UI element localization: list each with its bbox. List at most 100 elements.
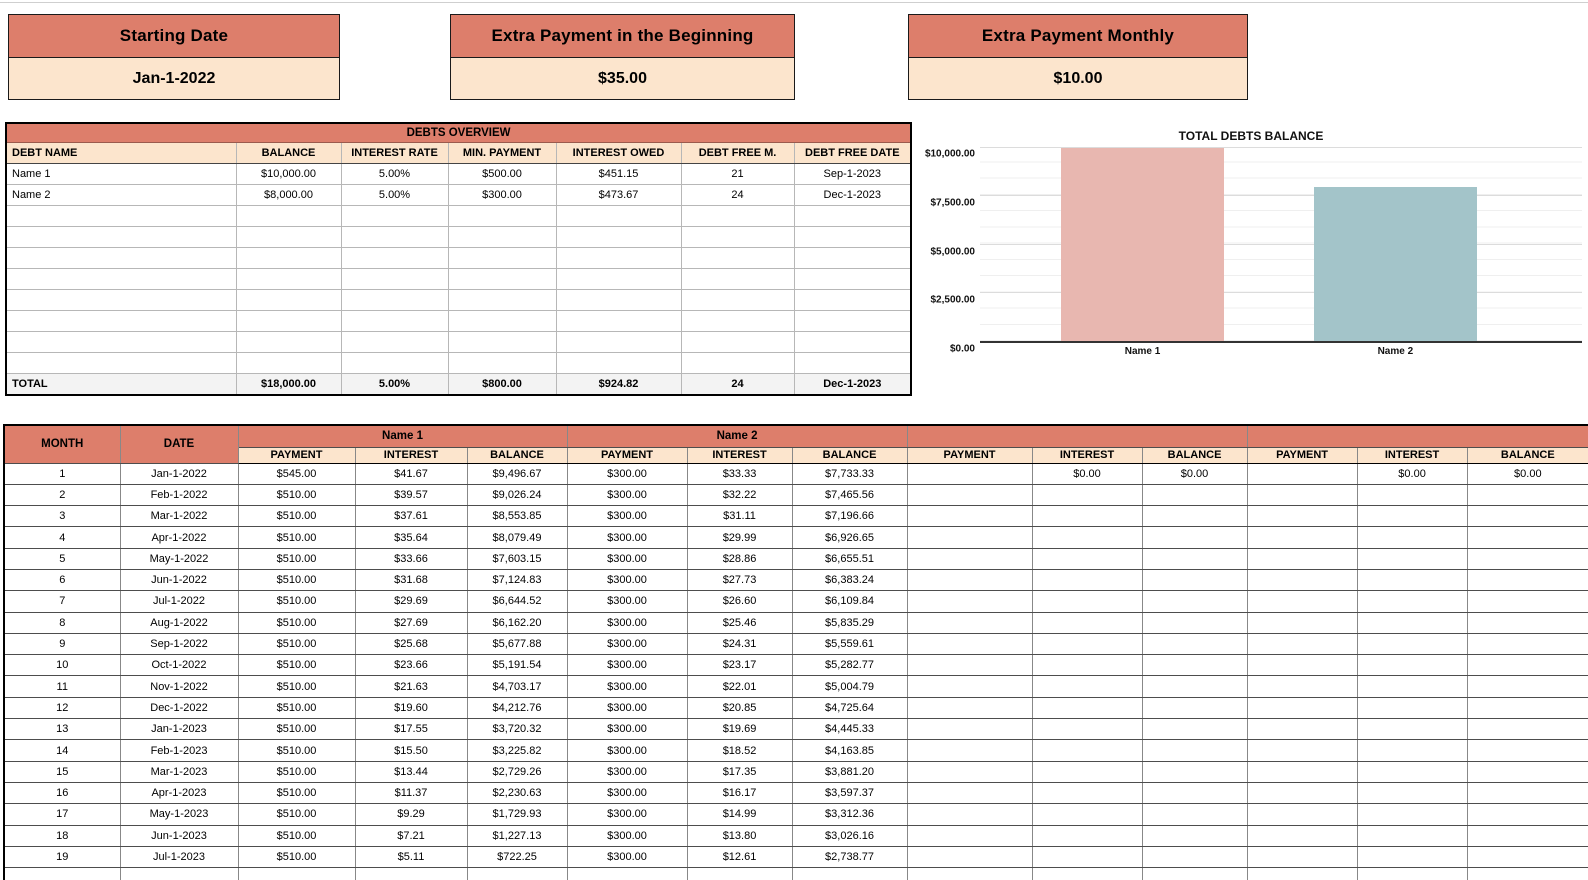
cell-payment-2[interactable]: $300.00 [566, 590, 688, 613]
cell-balance-1[interactable]: $5,191.54 [466, 654, 568, 677]
cell-interest-2[interactable]: $13.80 [686, 824, 793, 847]
cell-payment-4[interactable] [1246, 568, 1358, 592]
cell-date[interactable]: Apr-1-2023 [119, 781, 239, 805]
cell-payment-4[interactable] [1246, 462, 1358, 485]
cell-balance-4[interactable] [1466, 824, 1588, 847]
cell-balance-4[interactable] [1466, 739, 1588, 762]
cell-date[interactable]: Dec-1-2022 [119, 696, 239, 720]
cell-payment-1[interactable]: $510.00 [237, 547, 356, 570]
cell-balance-4[interactable] [1466, 632, 1588, 656]
cell-payment-3[interactable] [906, 739, 1033, 762]
cell-balance-1[interactable]: $4,212.76 [466, 696, 568, 720]
cell-interest-3[interactable] [1031, 526, 1143, 549]
cell-interest-owed[interactable] [555, 330, 682, 353]
cell-payment-1[interactable]: $510.00 [237, 632, 356, 656]
cell-payment-3[interactable] [906, 824, 1033, 847]
cell-interest-1[interactable]: $13.44 [354, 760, 468, 783]
cell-payment-3[interactable] [906, 632, 1033, 656]
col-interest-owed[interactable]: INTEREST OWED [555, 141, 682, 164]
cell-month[interactable]: 5 [3, 547, 121, 570]
cell-balance-2[interactable]: $5,282.77 [791, 654, 908, 677]
cell-payment-2[interactable]: $300.00 [566, 483, 688, 507]
cell-debt-free-date[interactable]: Dec-1-2023 [793, 183, 912, 206]
cell-interest-4[interactable] [1356, 675, 1468, 698]
cell-debt-free-m[interactable] [680, 288, 795, 311]
cell-balance[interactable] [235, 351, 342, 374]
cell-interest-4[interactable] [1356, 739, 1468, 762]
cell-payment-3[interactable] [906, 718, 1033, 741]
cell-interest-4[interactable] [1356, 824, 1468, 847]
cell-balance-3[interactable] [1141, 547, 1248, 570]
cell-balance-1[interactable]: $6,644.52 [466, 590, 568, 613]
cell-date[interactable]: Jan-1-2023 [119, 718, 239, 741]
cell-interest-1[interactable]: $35.64 [354, 526, 468, 549]
cell-interest-3[interactable] [1031, 781, 1143, 805]
cell-payment-1[interactable]: $510.00 [237, 590, 356, 613]
cell-payment-3[interactable] [906, 611, 1033, 634]
cell-interest-2[interactable]: $29.99 [686, 526, 793, 549]
col-balance[interactable]: BALANCE [235, 141, 342, 164]
cell-balance-3[interactable] [1141, 590, 1248, 613]
cell-payment-1[interactable]: $510.00 [237, 696, 356, 720]
cell-balance-2[interactable]: $5,835.29 [791, 611, 908, 634]
cell-month[interactable]: 4 [3, 526, 121, 549]
cell-debt-free-date[interactable] [793, 267, 912, 290]
cell-interest-rate[interactable] [340, 204, 449, 227]
cell-date[interactable]: Sep-1-2022 [119, 632, 239, 656]
cell-payment-3[interactable] [906, 483, 1033, 507]
cell-payment-3[interactable] [906, 505, 1033, 528]
total-debt-free-m[interactable]: 24 [680, 372, 795, 396]
cell-debt-free-m[interactable] [680, 267, 795, 290]
cell-interest-1[interactable]: $29.69 [354, 590, 468, 613]
cell-interest-1[interactable]: $9.29 [354, 803, 468, 826]
cell-interest-4[interactable] [1356, 526, 1468, 549]
cell-interest-3[interactable] [1031, 632, 1143, 656]
cell-interest-2[interactable]: $16.17 [686, 781, 793, 805]
col-debt-free-date[interactable]: DEBT FREE DATE [793, 141, 912, 164]
cell-interest-1[interactable]: $15.50 [354, 739, 468, 762]
cell-balance-3[interactable] [1141, 483, 1248, 507]
cell-interest-4[interactable] [1356, 632, 1468, 656]
cell-balance-4[interactable] [1466, 675, 1588, 698]
cell-balance-2[interactable]: $4,445.33 [791, 718, 908, 741]
cell-interest-owed[interactable] [555, 225, 682, 248]
cell-payment-2[interactable]: $300.00 [566, 824, 688, 847]
cell-payment-4[interactable] [1246, 590, 1358, 613]
cell-balance-4[interactable] [1466, 718, 1588, 741]
cell-balance-3[interactable]: $0.00 [1141, 462, 1248, 485]
cell-interest-owed[interactable] [555, 309, 682, 332]
starting-date-label[interactable]: Starting Date [9, 15, 339, 58]
cell-interest-4[interactable] [1356, 696, 1468, 720]
cell-payment-3[interactable] [906, 568, 1033, 592]
cell-payment-2[interactable]: $300.00 [566, 505, 688, 528]
cell-min-payment[interactable] [447, 288, 557, 311]
cell-interest-4[interactable]: $0.00 [1356, 462, 1468, 485]
cell-interest-owed[interactable] [555, 288, 682, 311]
cell-balance-4[interactable] [1466, 547, 1588, 570]
cell-min-payment[interactable]: $300.00 [447, 183, 557, 206]
cell-debt-name[interactable] [5, 246, 237, 269]
cell-interest-3[interactable] [1031, 590, 1143, 613]
cell-debt-name[interactable] [5, 267, 237, 290]
cell-payment-1[interactable]: $510.00 [237, 739, 356, 762]
cell-interest-2[interactable]: $23.17 [686, 654, 793, 677]
cell-balance-2[interactable]: $3,597.37 [791, 781, 908, 805]
cell-balance-3[interactable] [1141, 505, 1248, 528]
cell-interest-1[interactable]: $39.57 [354, 483, 468, 507]
cell-interest-4[interactable] [1356, 845, 1468, 869]
cell-payment-3[interactable] [906, 696, 1033, 720]
cell-date[interactable]: Apr-1-2022 [119, 526, 239, 549]
cell-interest-1[interactable]: $27.69 [354, 611, 468, 634]
extra-payment-monthly-value[interactable]: $10.00 [909, 58, 1247, 99]
cell-payment-4[interactable] [1246, 803, 1358, 826]
cell-balance-1[interactable]: $1,227.13 [466, 824, 568, 847]
cell-month[interactable]: 10 [3, 654, 121, 677]
cell-balance[interactable] [235, 309, 342, 332]
cell-payment-2[interactable]: $300.00 [566, 547, 688, 570]
total-min-payment[interactable]: $800.00 [447, 372, 557, 396]
cell-date[interactable]: Jun-1-2023 [119, 824, 239, 847]
total-debt-free-date[interactable]: Dec-1-2023 [793, 372, 912, 396]
cell-interest-1[interactable]: $7.21 [354, 824, 468, 847]
cell-balance-1[interactable]: $722.25 [466, 845, 568, 869]
cell-date[interactable]: Aug-1-2022 [119, 611, 239, 634]
